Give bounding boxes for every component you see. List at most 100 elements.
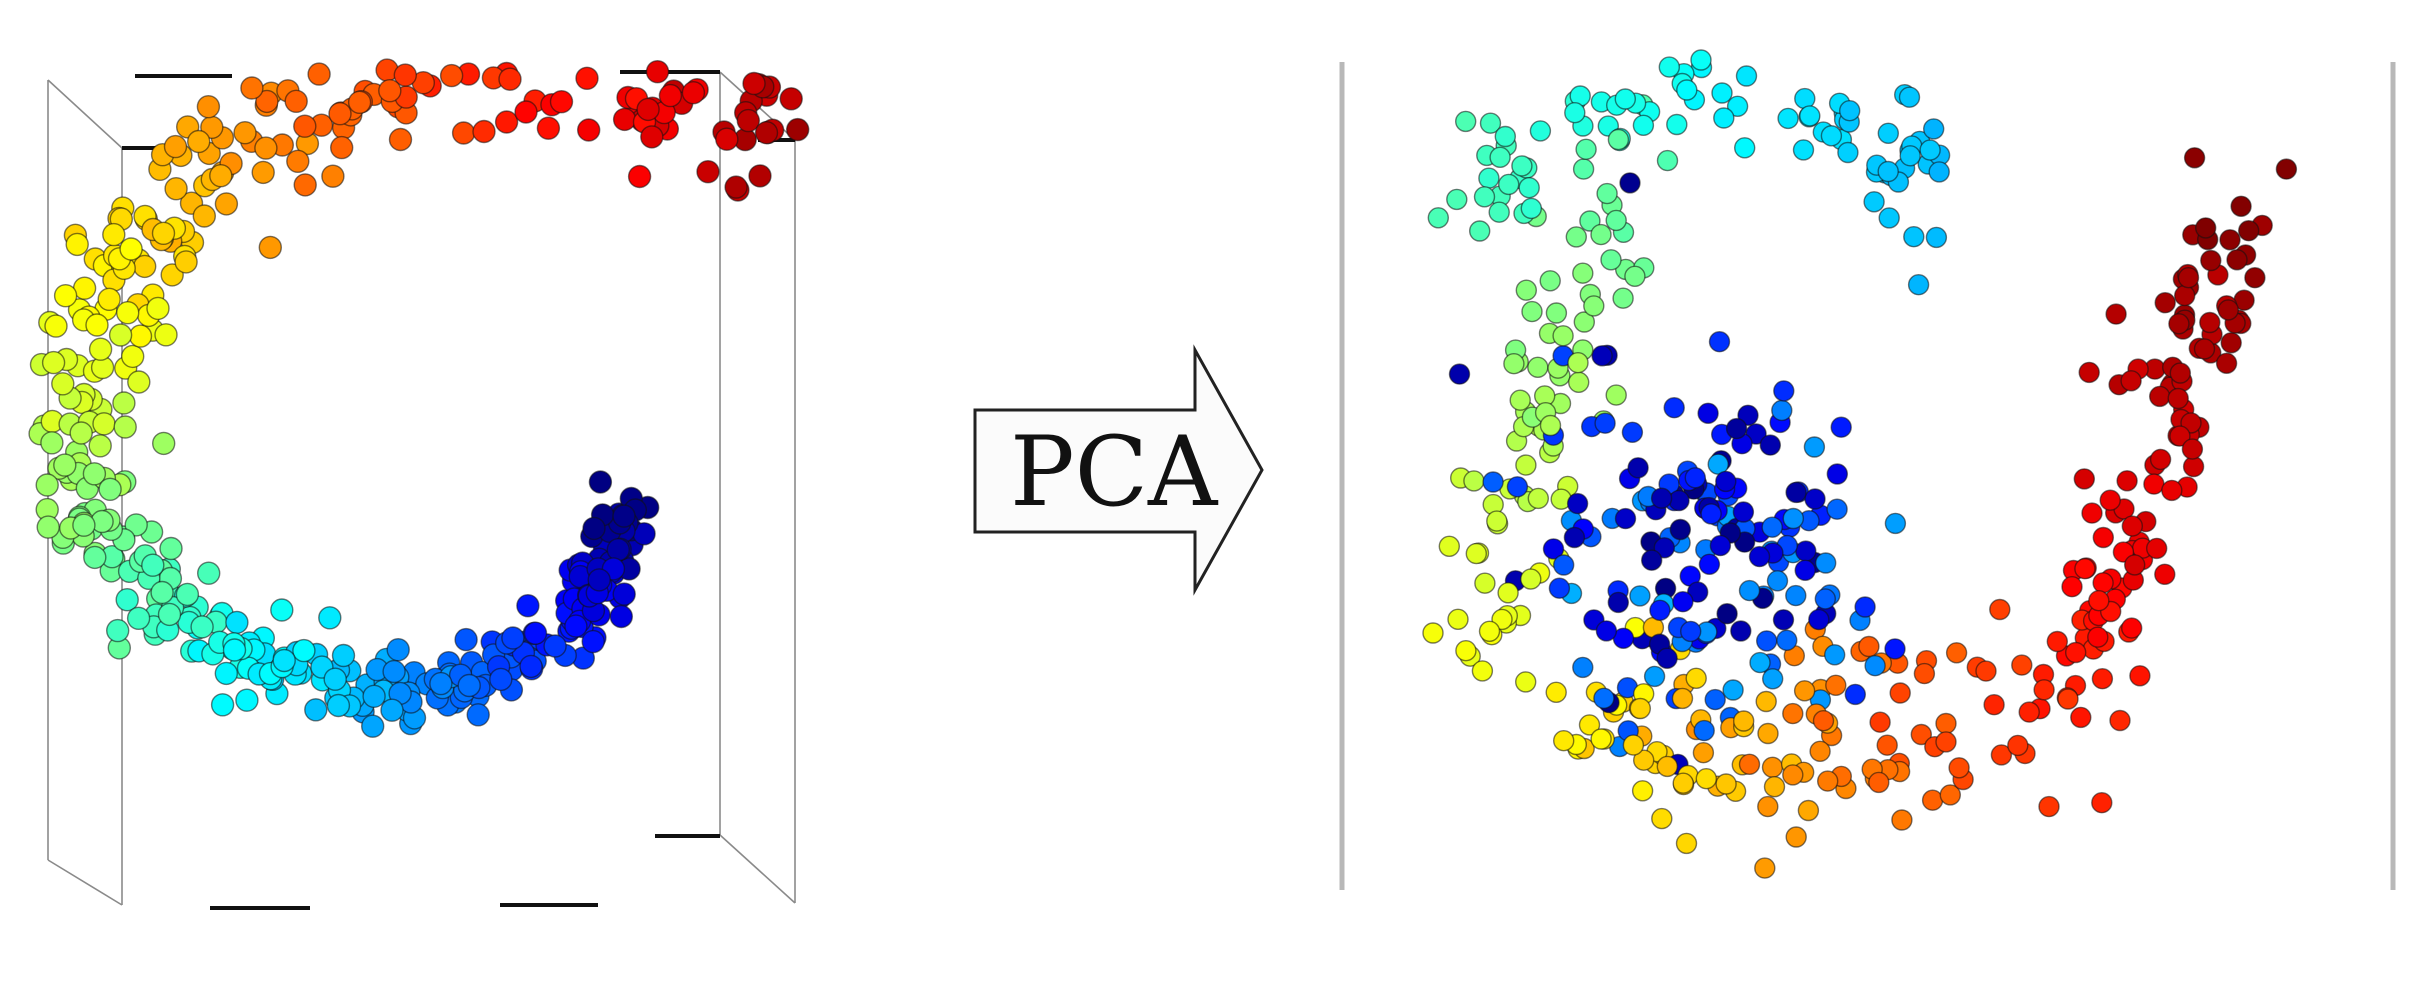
scatter-point — [174, 250, 198, 274]
scatter-point — [2123, 554, 2146, 576]
scatter-point — [1708, 331, 1731, 353]
scatter-point — [1468, 220, 1491, 242]
scatter-point — [159, 536, 183, 561]
scatter-point — [1695, 768, 1718, 790]
scatter-point — [1527, 487, 1550, 510]
scatter-point — [102, 222, 126, 247]
scatter-point — [1552, 554, 1575, 576]
scatter-point — [1989, 598, 2011, 621]
scatter-point — [1715, 470, 1737, 493]
scatter-point — [1489, 146, 1511, 169]
scatter-point — [1672, 772, 1694, 794]
scatter-point — [1830, 416, 1852, 438]
scatter-point — [1785, 481, 1807, 504]
scatter-point — [439, 63, 464, 88]
scatter-point — [388, 127, 413, 152]
scatter-point — [1919, 139, 1941, 161]
scatter-point — [627, 164, 652, 189]
scatter-point — [380, 698, 404, 722]
scatter-point — [2064, 641, 2087, 664]
scatter-point — [1515, 454, 1537, 476]
scatter-point — [1700, 503, 1722, 525]
scatter-point — [1730, 620, 1752, 642]
scatter-point — [1573, 311, 1596, 333]
scatter-point — [454, 627, 478, 652]
scatter-point — [1869, 711, 1891, 733]
scatter-point — [1795, 540, 1817, 562]
scatter-point — [2074, 558, 2096, 580]
scatter-point — [1552, 730, 1575, 752]
scatter-point — [457, 673, 481, 698]
scatter-point — [214, 192, 239, 216]
scatter-point — [1656, 149, 1679, 172]
scatter-point — [272, 648, 296, 673]
scatter-point — [1913, 662, 1936, 685]
pca-arrow: PCA — [973, 344, 1264, 596]
scatter-point — [1820, 125, 1843, 147]
scatter-point — [36, 515, 60, 539]
scatter-point — [1564, 101, 1586, 124]
scatter-point — [196, 94, 221, 119]
scatter-point — [1465, 542, 1488, 565]
scatter-point — [1474, 572, 1496, 594]
scatter-point — [1600, 249, 1622, 271]
scatter-point — [292, 638, 316, 663]
scatter-point — [1884, 638, 1906, 660]
scatter-point — [1898, 86, 1921, 108]
scatter-point — [53, 284, 78, 308]
scatter-point — [2057, 688, 2079, 710]
scatter-point — [154, 323, 178, 347]
scatter-point — [1669, 518, 1692, 541]
scatter-point — [609, 604, 633, 629]
scatter-point — [2168, 313, 2190, 335]
scatter-point — [1427, 207, 1450, 229]
scatter-point — [1884, 512, 1907, 535]
scatter-point — [98, 477, 122, 501]
scatter-point — [293, 114, 317, 138]
scatter-point — [1785, 584, 1807, 607]
scatter-point — [1631, 780, 1654, 802]
scatter-point — [577, 118, 601, 142]
scatter-point — [1473, 186, 1496, 208]
scatter-point — [1529, 120, 1552, 142]
scatter-point — [1698, 553, 1721, 575]
scatter-point — [1552, 325, 1574, 347]
scatter-point — [2217, 299, 2240, 321]
scatter-point — [255, 89, 279, 114]
scatter-point — [2220, 332, 2242, 354]
scatter-point — [1692, 742, 1715, 764]
scatter-point — [151, 431, 176, 456]
scatter-point — [1868, 771, 1890, 794]
scatter-point — [1455, 640, 1477, 662]
scatter-point — [119, 237, 143, 261]
scatter-point — [612, 582, 636, 606]
scatter-point — [113, 415, 137, 439]
scatter-point — [1640, 549, 1663, 571]
scatter-point — [1983, 694, 2005, 716]
scatter-point — [1675, 832, 1698, 855]
scatter-point — [582, 516, 606, 541]
scatter-point — [1935, 712, 1957, 735]
scatter-point — [724, 175, 748, 199]
scatter-point — [1785, 826, 1807, 848]
scatter-point — [2149, 448, 2172, 471]
scatter-point — [2073, 468, 2096, 490]
scatter-point — [1567, 352, 1589, 374]
scatter-point — [1812, 710, 1835, 732]
scatter-point — [1793, 680, 1816, 702]
scatter-point — [1463, 470, 1485, 492]
scatter-point — [549, 89, 574, 114]
scatter-point — [2154, 563, 2176, 585]
scatter-point — [1454, 110, 1477, 133]
scatter-point — [2177, 267, 2200, 289]
scatter-point — [1722, 679, 1744, 701]
scatter-point — [214, 661, 239, 686]
scatter-point — [587, 568, 611, 592]
arrow-shape-icon — [973, 344, 1264, 596]
scatter-point — [564, 614, 588, 638]
scatter-point — [251, 160, 275, 185]
scatter-point — [1649, 599, 1671, 621]
scatter-point — [240, 76, 264, 100]
pca-projection-points — [1422, 49, 2298, 879]
